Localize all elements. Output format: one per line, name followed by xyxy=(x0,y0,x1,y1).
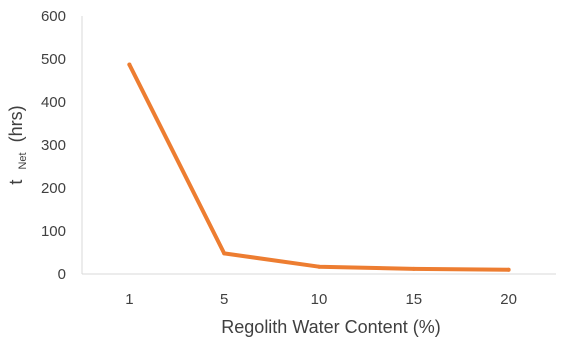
data-point xyxy=(222,251,227,256)
y-tick-label: 300 xyxy=(41,137,66,154)
y-tick-label: 400 xyxy=(41,94,66,111)
y-axis-title-subscript: Net xyxy=(17,152,29,169)
x-tick-label: 10 xyxy=(311,291,328,308)
y-axis-title: t Net (hrs) xyxy=(6,105,30,184)
x-tick-label: 20 xyxy=(500,291,517,308)
y-tick-label: 500 xyxy=(41,51,66,68)
series-group xyxy=(127,62,511,272)
y-tick-label: 0 xyxy=(58,266,66,283)
x-axis-title: Regolith Water Content (%) xyxy=(221,317,440,337)
y-axis-ticks: 0 100 200 300 400 500 600 xyxy=(41,8,66,283)
data-point xyxy=(411,266,416,271)
y-axis-title-suffix: (hrs) xyxy=(6,105,26,142)
data-point xyxy=(317,264,321,269)
y-tick-label: 100 xyxy=(41,223,66,240)
y-tick-label: 200 xyxy=(41,180,66,197)
y-tick-label: 600 xyxy=(41,8,66,25)
x-tick-label: 15 xyxy=(405,291,422,308)
x-tick-label: 5 xyxy=(220,291,228,308)
data-point xyxy=(127,62,132,67)
x-tick-label: 1 xyxy=(125,291,133,308)
y-axis-title-prefix: t xyxy=(6,180,26,185)
x-axis-ticks: 1 5 10 15 20 xyxy=(125,291,517,308)
series-line xyxy=(127,62,511,272)
data-point xyxy=(506,267,511,272)
